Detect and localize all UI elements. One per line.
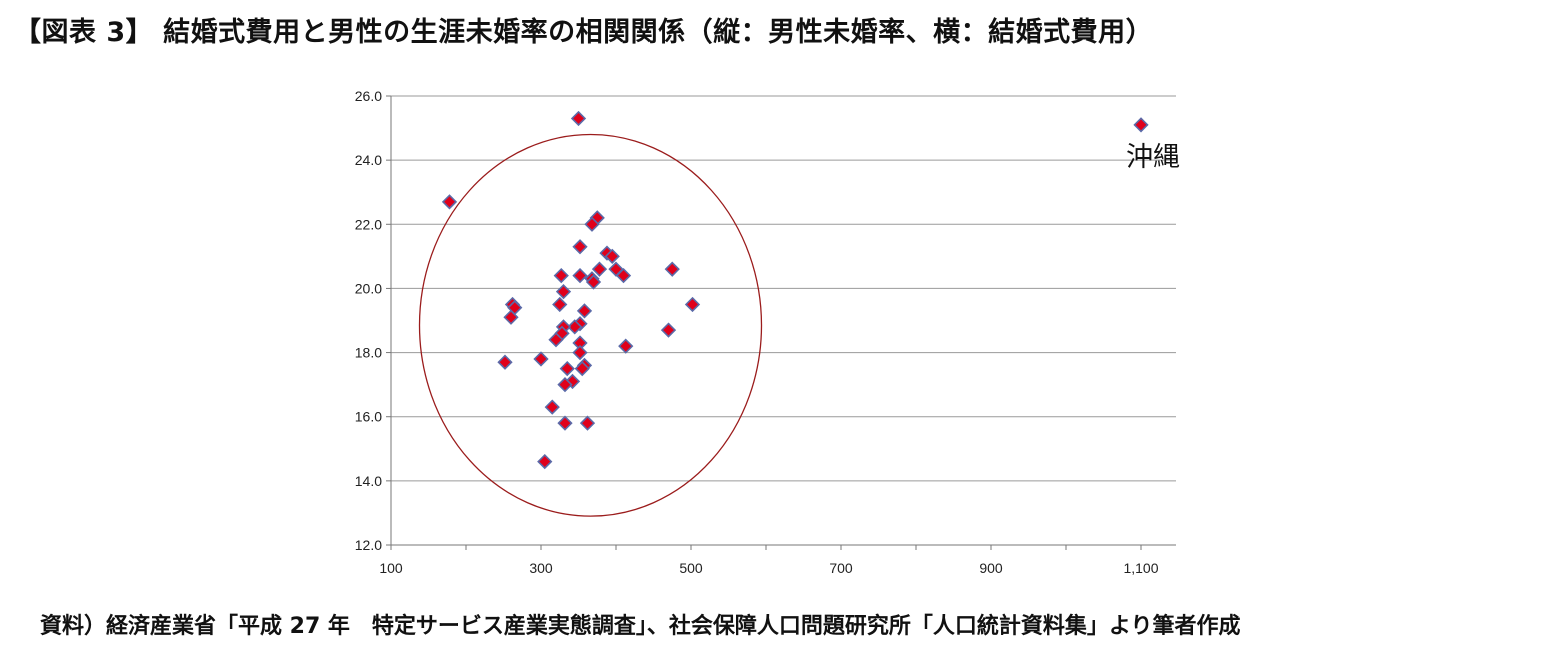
- data-point: [584, 216, 600, 232]
- data-point: [660, 322, 677, 338]
- data-point: [572, 239, 588, 255]
- data-point: [553, 267, 569, 284]
- source-note: 資料）経済産業省「平成 27 年 特定サービス産業実態調査」、社会保障人口問題研…: [40, 614, 1241, 639]
- data-point: [572, 344, 588, 361]
- y-tick-label: 24.0: [355, 152, 382, 168]
- x-tick-label: 300: [529, 560, 553, 576]
- annotation-label: 沖縄: [1126, 142, 1180, 173]
- axes: [386, 95, 1176, 550]
- data-point: [1133, 117, 1149, 133]
- data-point: [579, 415, 596, 431]
- page-title: 【図表 3】 結婚式費用と男性の生涯未婚率の相関関係（縦：男性未婚率、横：結婚式…: [14, 17, 1154, 48]
- data-point: [559, 360, 575, 377]
- y-tick-label: 20.0: [355, 280, 382, 296]
- data-point: [604, 248, 620, 264]
- data-point: [503, 309, 519, 325]
- y-tick-label: 22.0: [355, 216, 382, 232]
- data-point: [572, 267, 588, 284]
- data-point: [591, 261, 608, 277]
- y-tick-label: 14.0: [355, 473, 382, 489]
- data-point: [555, 284, 572, 300]
- highlight-circle: [418, 133, 763, 517]
- data-point: [567, 319, 583, 335]
- x-tick-label: 700: [829, 560, 853, 576]
- data-point: [537, 453, 553, 470]
- data-point: [544, 399, 560, 415]
- data-point: [576, 303, 593, 319]
- data-point: [497, 354, 513, 370]
- data-point: [618, 338, 634, 354]
- data-point: [557, 377, 573, 393]
- data-point: [615, 267, 632, 284]
- x-tick-label: 500: [679, 560, 703, 576]
- y-tick-label: 12.0: [355, 537, 382, 553]
- annotations: 沖縄: [1126, 142, 1180, 173]
- data-point: [441, 194, 458, 210]
- y-tick-label: 16.0: [355, 409, 382, 425]
- x-tick-label: 1,100: [1123, 560, 1158, 576]
- data-points: [441, 110, 1149, 470]
- data-point: [548, 332, 564, 348]
- data-point: [574, 360, 590, 377]
- y-tick-label: 26.0: [355, 88, 382, 104]
- data-point: [664, 261, 680, 277]
- x-tick-labels: 100 300 500 700 900 1,100: [379, 560, 1158, 576]
- data-point: [570, 110, 587, 127]
- highlight-circle-layer: [418, 133, 763, 517]
- data-point: [533, 351, 549, 367]
- data-point: [557, 415, 573, 431]
- gridlines: [391, 95, 1176, 482]
- data-point: [552, 296, 568, 313]
- y-tick-labels: 12.0 14.0 16.0 18.0 20.0 22.0 24.0 26.0: [355, 88, 382, 553]
- x-tick-label: 100: [379, 560, 403, 576]
- y-tick-label: 18.0: [355, 345, 382, 361]
- data-point: [585, 274, 602, 290]
- x-tick-label: 900: [979, 560, 1003, 576]
- data-point: [684, 296, 701, 313]
